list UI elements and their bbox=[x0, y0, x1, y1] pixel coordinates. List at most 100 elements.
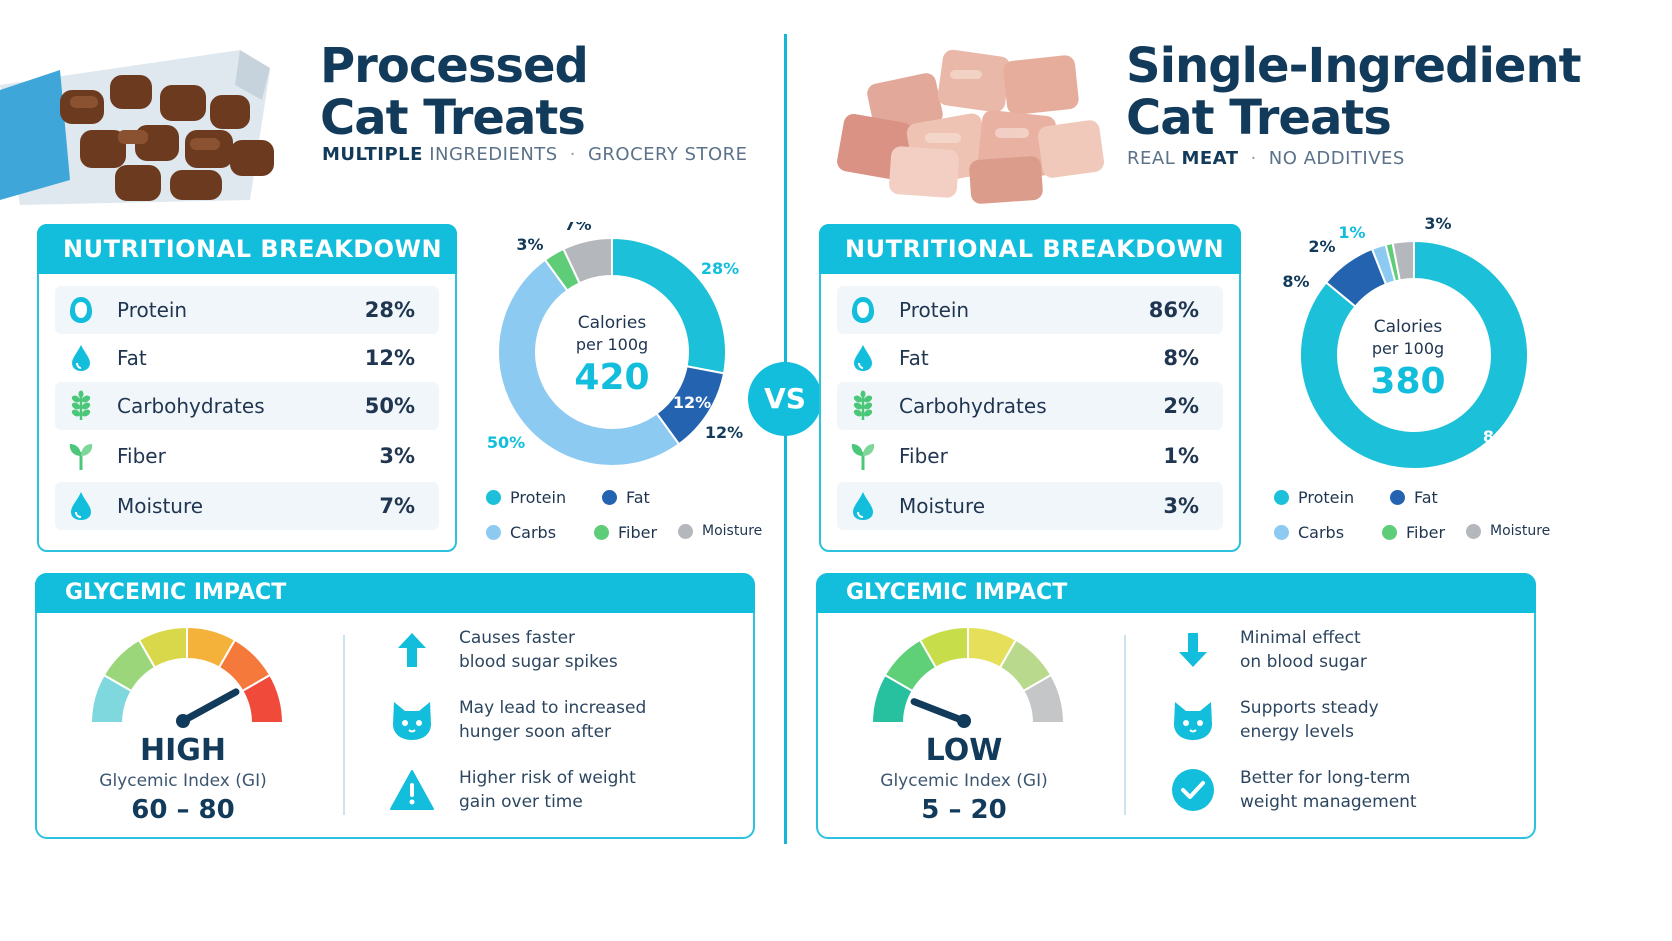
wheat-icon bbox=[59, 382, 103, 430]
nutrition-label: Fat bbox=[899, 346, 929, 370]
donut-data-label: 7% bbox=[564, 222, 591, 234]
glycemic-impact-item: Supports steady energy levels bbox=[1168, 695, 1480, 745]
legend-item-fat: Fat bbox=[1390, 488, 1438, 507]
chart-legend: Protein Fat Carbs Fiber Moisture bbox=[1274, 488, 1574, 548]
legend-label: Fat bbox=[1414, 488, 1438, 507]
legend-label: Carbs bbox=[1298, 523, 1345, 542]
gauge-level: LOW bbox=[925, 733, 1003, 768]
gauge-needle bbox=[910, 698, 968, 725]
cat-face-icon bbox=[1168, 695, 1218, 745]
glycemic-gauge bbox=[870, 625, 1066, 728]
page-title: Single-Ingredient Cat Treats bbox=[1126, 38, 1582, 146]
plant-icon bbox=[59, 432, 103, 480]
nutrition-row-fiber: Fiber 1% bbox=[837, 432, 1223, 480]
impact-text: May lead to increased hunger soon after bbox=[459, 698, 647, 742]
divider bbox=[343, 635, 345, 815]
gauge-hub bbox=[957, 714, 971, 728]
vs-badge: VS bbox=[748, 362, 822, 436]
calories-donut-chart: 28% 12% 50% 3% 7% 12% bbox=[487, 222, 743, 467]
gauge-hub bbox=[176, 714, 190, 728]
nutrition-row-fat: Fat 12% bbox=[55, 334, 439, 382]
gauge-range: 60 – 80 bbox=[131, 795, 235, 825]
legend-item-carbs: Carbs bbox=[486, 523, 556, 542]
glycemic-impact-item: Better for long-term weight management bbox=[1168, 765, 1480, 815]
legend-label: Moisture bbox=[1490, 523, 1551, 539]
nutrition-row-fat: Fat 8% bbox=[837, 334, 1223, 382]
divider bbox=[1124, 635, 1126, 815]
subtitle: MULTIPLE INGREDIENTS · GROCERY STORE bbox=[322, 144, 748, 165]
calories-center: Calories per 100g 380 bbox=[1370, 317, 1446, 402]
wheat-icon bbox=[841, 382, 885, 430]
page-title: Processed Cat Treats bbox=[320, 38, 589, 146]
arrow-down-icon bbox=[1168, 625, 1218, 675]
glycemic-impact-item: May lead to increased hunger soon after bbox=[387, 695, 699, 745]
donut-data-label: 3% bbox=[516, 235, 543, 254]
donut-data-label: 1% bbox=[1338, 223, 1365, 242]
arrow-up-icon bbox=[387, 625, 437, 675]
nutrition-row-moisture: Moisture 3% bbox=[837, 482, 1223, 530]
nutrition-value: 8% bbox=[1163, 346, 1199, 370]
center-divider bbox=[784, 34, 787, 844]
legend-item-protein: Protein bbox=[486, 488, 566, 507]
impact-text: Supports steady energy levels bbox=[1240, 698, 1379, 742]
donut-data-label: 12% bbox=[673, 393, 711, 412]
gauge-needle bbox=[179, 688, 240, 725]
donut-data-label: 28% bbox=[701, 259, 739, 278]
subtitle: REAL MEAT · NO ADDITIVES bbox=[1127, 148, 1405, 169]
water-drop-icon bbox=[59, 482, 103, 530]
nutrition-row-fiber: Fiber 3% bbox=[55, 432, 439, 480]
gauge-subtitle: Glycemic Index (GI) bbox=[880, 771, 1048, 791]
nutrition-row-carbohydrates: Carbohydrates 2% bbox=[837, 382, 1223, 430]
single-ingredient-treats-panel: Single-Ingredient Cat Treats REAL MEAT · N… bbox=[816, 0, 1672, 941]
nutrition-card: NUTRITIONAL BREAKDOWN Protein 28% Fat 12% Ca… bbox=[37, 224, 457, 552]
donut-data-label: 3% bbox=[1424, 214, 1451, 233]
nutrition-label: Protein bbox=[117, 298, 188, 322]
legend-swatch bbox=[678, 523, 693, 539]
donut-data-label: 86% bbox=[1483, 427, 1521, 446]
warning-icon bbox=[387, 765, 437, 815]
protein-icon bbox=[59, 286, 103, 334]
legend-item-carbs: Carbs bbox=[1274, 523, 1344, 542]
glycemic-card: GLYCEMIC IMPACT LOW Glycemic Index (GI) … bbox=[816, 573, 1536, 839]
legend-swatch bbox=[594, 525, 609, 540]
water-drop-icon bbox=[841, 482, 885, 530]
glycemic-gauge bbox=[89, 625, 285, 728]
legend-swatch bbox=[1274, 525, 1289, 540]
legend-label: Moisture bbox=[702, 523, 763, 539]
legend-label: Protein bbox=[1298, 488, 1355, 507]
legend-item-fat: Fat bbox=[602, 488, 650, 507]
glycemic-impact-item: Minimal effect on blood sugar bbox=[1168, 625, 1480, 675]
nutrition-value: 12% bbox=[364, 346, 415, 370]
legend-item-moisture: Moisture bbox=[678, 523, 762, 539]
check-circle-icon bbox=[1168, 765, 1218, 815]
gauge-range: 5 – 20 bbox=[921, 795, 1007, 825]
nutrition-value: 3% bbox=[379, 444, 415, 468]
nutrition-label: Fiber bbox=[899, 444, 948, 468]
nutrition-label: Fat bbox=[117, 346, 147, 370]
nutrition-row-moisture: Moisture 7% bbox=[55, 482, 439, 530]
gauge-level: HIGH bbox=[139, 733, 226, 768]
legend-swatch bbox=[1466, 523, 1481, 539]
gauge-segment bbox=[241, 673, 285, 724]
nutrition-value: 1% bbox=[1163, 444, 1199, 468]
legend-label: Fat bbox=[626, 488, 650, 507]
legend-swatch bbox=[1274, 490, 1289, 505]
nutrition-value: 50% bbox=[364, 394, 415, 418]
nutrition-value: 3% bbox=[1163, 494, 1199, 518]
nutrition-value: 7% bbox=[379, 494, 415, 518]
legend-swatch bbox=[1382, 525, 1397, 540]
legend-swatch bbox=[602, 490, 617, 505]
glycemic-impact-item: Causes faster blood sugar spikes bbox=[387, 625, 699, 675]
legend-swatch bbox=[486, 490, 501, 505]
nutrition-row-protein: Protein 28% bbox=[55, 286, 439, 334]
protein-icon bbox=[841, 286, 885, 334]
nutrition-row-protein: Protein 86% bbox=[837, 286, 1223, 334]
nutrition-value: 2% bbox=[1163, 394, 1199, 418]
donut-slice-moisture bbox=[1391, 239, 1415, 282]
chart-legend: Protein Fat Carbs Fiber Moisture bbox=[486, 488, 786, 548]
nutrition-label: Moisture bbox=[899, 494, 986, 518]
glycemic-card-header: GLYCEMIC IMPACT bbox=[35, 573, 755, 613]
glycemic-impact-item: Higher risk of weight gain over time bbox=[387, 765, 699, 815]
donut-data-label: 2% bbox=[1308, 237, 1335, 256]
donut-slice-carbs bbox=[497, 258, 681, 467]
